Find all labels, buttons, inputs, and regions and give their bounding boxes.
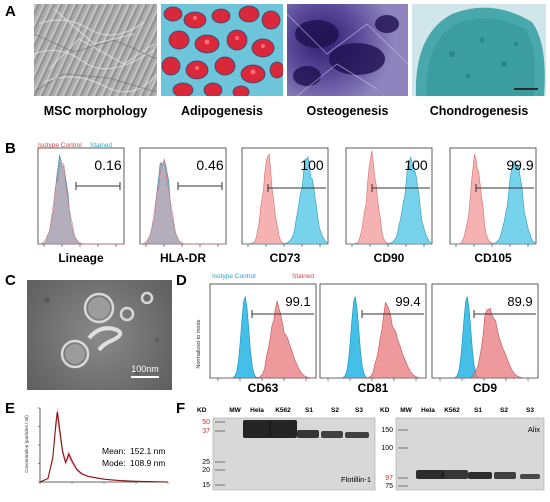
blot-lane-s2: S2 bbox=[331, 407, 339, 414]
blot-lane-k562: K562 bbox=[275, 407, 291, 414]
blot-band-1 bbox=[442, 470, 468, 479]
flow-b-percent-3: 100 bbox=[404, 157, 428, 173]
blot-protein-label: Alix bbox=[528, 425, 540, 434]
caption-msc-morphology: MSC morphology bbox=[43, 104, 148, 118]
blot-kd-mark: 20 bbox=[202, 467, 210, 474]
panel-label-d: D bbox=[176, 272, 187, 289]
nta-mode-label: Mode: bbox=[102, 458, 126, 468]
blot-lane-s1: S1 bbox=[305, 407, 313, 414]
flow-d-percent-0: 99.1 bbox=[285, 294, 310, 309]
blot-band-4 bbox=[345, 432, 369, 438]
nta-mode-value: 108.9 nm bbox=[130, 458, 165, 468]
flow-cytometry-panel-b: 0.16 0.46 100 100 99.9 bbox=[37, 147, 537, 247]
caption-osteogenesis: Osteogenesis bbox=[306, 104, 389, 118]
tem-scale-bar-label: 100nm bbox=[131, 364, 159, 374]
nta-error-band bbox=[40, 406, 168, 482]
blot-lane-hela: Hela bbox=[421, 407, 435, 414]
panel-label-c: C bbox=[5, 272, 16, 289]
nta-ylabel: Concentration (particles / ml) bbox=[24, 415, 29, 473]
blot-band-2 bbox=[468, 472, 492, 479]
flow-label-cd105: CD105 bbox=[474, 251, 512, 265]
flow-d-frame-0 bbox=[209, 283, 317, 379]
blot-band-3 bbox=[321, 431, 343, 438]
blot-band-2 bbox=[297, 430, 319, 438]
flow-b-stained-hist-4 bbox=[450, 160, 537, 245]
nta-size-distribution-chart: Concentration (particles / ml) Mean: 152… bbox=[24, 406, 169, 484]
blot-lane-s2: S2 bbox=[500, 407, 508, 414]
blot-kd-mark: 50 bbox=[202, 419, 210, 426]
flow-b-isotype-hist-0 bbox=[37, 162, 124, 245]
msc-morphology-image bbox=[34, 4, 157, 96]
tem-exosome-image: 100nm bbox=[27, 280, 172, 390]
flow-d-stained-hist-2 bbox=[432, 307, 538, 379]
legend-isotype-control-b: Isotype Control bbox=[38, 142, 82, 149]
flow-d-frame-1 bbox=[319, 283, 427, 379]
flow-b-percent-1: 0.46 bbox=[196, 157, 223, 173]
flow-label-cd63: CD63 bbox=[247, 381, 279, 395]
adipogenesis-image bbox=[161, 4, 283, 96]
nta-mean-label: Mean: bbox=[102, 446, 126, 456]
flow-b-frame-0 bbox=[37, 147, 125, 245]
flow-d-percent-2: 89.9 bbox=[507, 294, 532, 309]
blot-kd-mark: 37 bbox=[202, 428, 210, 435]
legend-stained-d: Stained bbox=[292, 273, 315, 280]
blot-lane-s1: S1 bbox=[474, 407, 482, 414]
blot-protein-label: Flotillin-1 bbox=[341, 475, 371, 484]
blot-band-3 bbox=[494, 472, 516, 479]
flow-label-cd9: CD9 bbox=[472, 381, 497, 395]
chondrogenesis-image bbox=[412, 4, 546, 96]
blot-kd-mark: 25 bbox=[202, 459, 210, 466]
flow-b-stained-hist-2 bbox=[242, 155, 329, 245]
blot-kd-mark: 75 bbox=[385, 483, 393, 490]
flow-b-stained-hist-3 bbox=[346, 156, 433, 245]
panel-label-f: F bbox=[176, 400, 186, 417]
blot-membrane bbox=[395, 417, 545, 491]
blot-band-4 bbox=[520, 474, 540, 479]
legend-isotype-control-d: Isotype Control bbox=[212, 273, 256, 280]
blot-lane-s3: S3 bbox=[355, 407, 363, 414]
blot-kd-mark: 150 bbox=[381, 427, 393, 434]
flow-label-lineage: Lineage bbox=[58, 251, 104, 265]
flow-cytometry-panel-d: Normalized to mode 99.1 99.4 89.9 bbox=[196, 283, 539, 381]
blot-kd-mark: 15 bbox=[202, 482, 210, 489]
flow-b-percent-4: 99.9 bbox=[506, 157, 533, 173]
osteogenesis-image bbox=[287, 4, 408, 96]
flow-label-hla-dr: HLA-DR bbox=[160, 251, 206, 265]
blot-lane-mw: MW bbox=[400, 407, 412, 414]
legend-stained-b: Stained bbox=[90, 142, 113, 149]
flow-d-stained-hist-1 bbox=[320, 301, 426, 379]
caption-chondrogenesis: Chondrogenesis bbox=[429, 104, 529, 118]
nta-series-line bbox=[39, 411, 169, 483]
blot-lane-s3: S3 bbox=[526, 407, 534, 414]
flow-d-stained-hist-0 bbox=[210, 300, 316, 379]
panel-label-a: A bbox=[5, 3, 16, 20]
flow-b-percent-0: 0.16 bbox=[94, 157, 121, 173]
panel-d-ylabel: Normalized to mode bbox=[196, 319, 202, 368]
blot-kd-mark: 97 bbox=[385, 475, 393, 482]
flow-b-isotype-hist-1 bbox=[139, 158, 226, 245]
flow-label-cd90: CD90 bbox=[373, 251, 405, 265]
blot-band-0 bbox=[416, 470, 444, 479]
flow-b-percent-2: 100 bbox=[300, 157, 324, 173]
flow-label-cd73: CD73 bbox=[269, 251, 301, 265]
nta-mean-value: 152.1 nm bbox=[130, 446, 165, 456]
blot-kd-header: KD bbox=[197, 407, 207, 414]
flow-label-cd81: CD81 bbox=[357, 381, 389, 395]
blot-kd-header: KD bbox=[380, 407, 390, 414]
blot-band-0 bbox=[243, 420, 271, 438]
flow-d-percent-1: 99.4 bbox=[395, 294, 420, 309]
blot-kd-mark: 100 bbox=[381, 445, 393, 452]
blot-lane-k562: K562 bbox=[444, 407, 460, 414]
blot-lane-hela: Hela bbox=[250, 407, 264, 414]
blot-lane-mw: MW bbox=[229, 407, 241, 414]
panel-label-e: E bbox=[5, 400, 16, 417]
panel-label-b: B bbox=[5, 140, 16, 157]
caption-adipogenesis: Adipogenesis bbox=[181, 104, 263, 118]
blot-band-1 bbox=[269, 420, 297, 438]
